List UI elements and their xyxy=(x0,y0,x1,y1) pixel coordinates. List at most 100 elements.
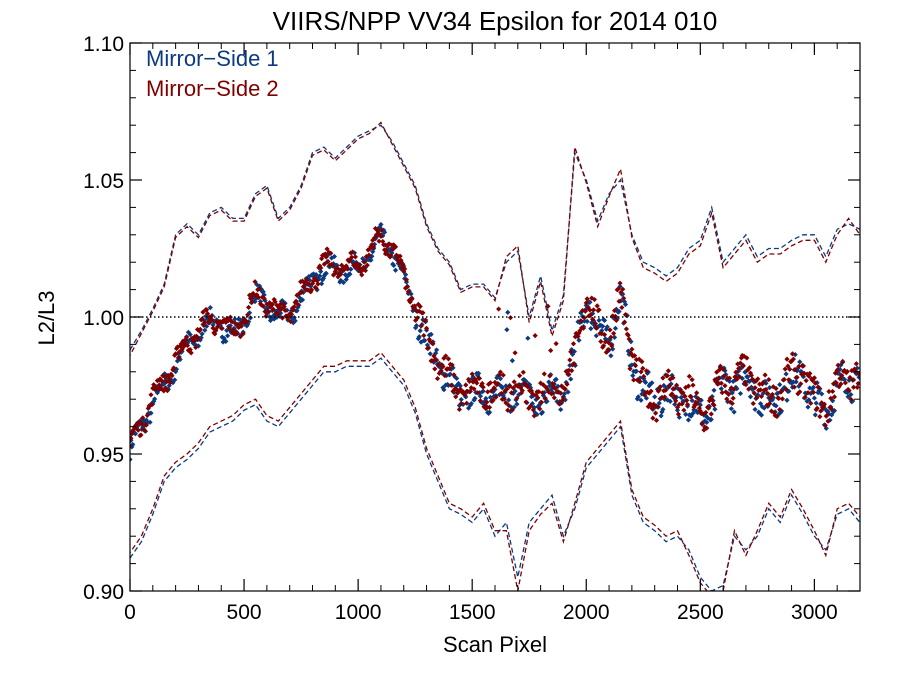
series-2-point xyxy=(761,387,767,393)
series-2-point xyxy=(627,366,633,372)
series-1-point xyxy=(635,394,641,400)
series-2-point xyxy=(383,247,390,253)
series-2-point xyxy=(568,349,574,355)
series-2-point xyxy=(563,368,569,374)
x-tick-label: 1500 xyxy=(449,601,496,624)
series-2-point xyxy=(688,394,694,400)
series-1-point xyxy=(722,368,728,374)
series-2-point xyxy=(282,307,288,313)
series-2-point xyxy=(547,373,553,379)
series-2-point xyxy=(784,356,790,362)
series-2-point xyxy=(180,338,186,344)
series-1-point xyxy=(187,331,193,338)
series-2-point xyxy=(747,370,754,376)
series-1-point xyxy=(392,267,399,273)
series-2-point xyxy=(592,320,598,327)
series-2-point xyxy=(210,325,216,331)
series-2-point xyxy=(677,386,683,393)
series-2-point xyxy=(847,374,853,381)
x-tick-label: 500 xyxy=(227,601,262,624)
series-1-point xyxy=(811,395,817,401)
series-2-point xyxy=(618,289,624,296)
series-2-point xyxy=(849,368,855,374)
series-2-point xyxy=(237,334,244,340)
series-2-point xyxy=(342,265,348,271)
series-2-point xyxy=(409,295,415,301)
series-2-point xyxy=(308,289,314,295)
series-2-point xyxy=(167,380,173,386)
series-1-point xyxy=(691,407,697,413)
series-1-point xyxy=(647,381,653,387)
series-1-point xyxy=(297,295,303,301)
series-2-point xyxy=(297,290,303,296)
series-2-point xyxy=(508,390,515,396)
series-2-point xyxy=(653,410,659,416)
series-1-point xyxy=(452,374,458,380)
series-2-point xyxy=(790,356,796,362)
series-2-point xyxy=(479,380,485,387)
series-1-point xyxy=(728,406,734,412)
series-1-point xyxy=(472,395,478,401)
series-2-point xyxy=(588,312,594,318)
series-1-point xyxy=(850,398,856,404)
series-2-point xyxy=(636,356,642,362)
series-2-point xyxy=(546,389,552,395)
series-2-point xyxy=(844,368,850,375)
series-2-point xyxy=(143,422,150,428)
series-1-point xyxy=(173,369,179,375)
series-2-point xyxy=(381,242,387,248)
series-2-point xyxy=(438,368,444,374)
x-tick-label: 0 xyxy=(124,601,136,624)
series-2-point xyxy=(831,394,838,400)
series-2-point xyxy=(640,365,646,371)
series-2-point xyxy=(420,310,426,316)
series-1-point xyxy=(569,347,575,353)
series-1-point xyxy=(313,272,319,278)
series-2-point xyxy=(313,285,319,291)
series-2-point xyxy=(777,407,783,413)
series-2-point xyxy=(728,385,734,391)
series-2-point xyxy=(807,370,813,377)
series-2-point xyxy=(392,244,399,250)
series-2-point xyxy=(770,384,776,390)
series-2-point xyxy=(171,365,177,371)
series-2-point xyxy=(755,376,761,382)
series-1-point xyxy=(523,378,529,384)
series-2-point xyxy=(674,404,681,410)
series-1-point xyxy=(500,393,506,399)
series-2-point xyxy=(432,366,438,372)
series-2-point xyxy=(462,392,468,398)
series-2-point xyxy=(648,388,654,394)
series-2-point xyxy=(814,405,820,411)
series-2-point xyxy=(421,332,427,339)
series-2-point xyxy=(665,368,671,374)
series-1-point xyxy=(427,351,433,357)
series-1-point xyxy=(693,393,699,400)
series-1-point xyxy=(628,339,634,345)
series-1-point xyxy=(711,387,717,393)
series-2-point xyxy=(740,363,746,369)
y-tick-label: 0.90 xyxy=(83,581,124,604)
series-2-point xyxy=(562,386,568,392)
series-2-point xyxy=(130,443,133,449)
series-2-point xyxy=(686,373,692,379)
series-2-point xyxy=(552,385,558,392)
series-2-point xyxy=(604,349,610,355)
series-1-point xyxy=(611,315,617,321)
series-1-point xyxy=(630,373,636,379)
series-1-point xyxy=(260,289,266,295)
series-2-point xyxy=(365,247,371,253)
series-2-point xyxy=(811,375,817,381)
series-1-point xyxy=(162,371,168,377)
series-2-point xyxy=(232,320,238,326)
series-1-point xyxy=(589,319,595,326)
series-2-points xyxy=(130,225,860,449)
series-2-point xyxy=(684,397,690,403)
series-1-point xyxy=(596,317,602,323)
series-1-point xyxy=(256,283,263,289)
series-1-point xyxy=(581,318,588,324)
series-2-point xyxy=(331,271,337,277)
series-2-point xyxy=(352,254,358,260)
series-1-point xyxy=(198,335,204,341)
